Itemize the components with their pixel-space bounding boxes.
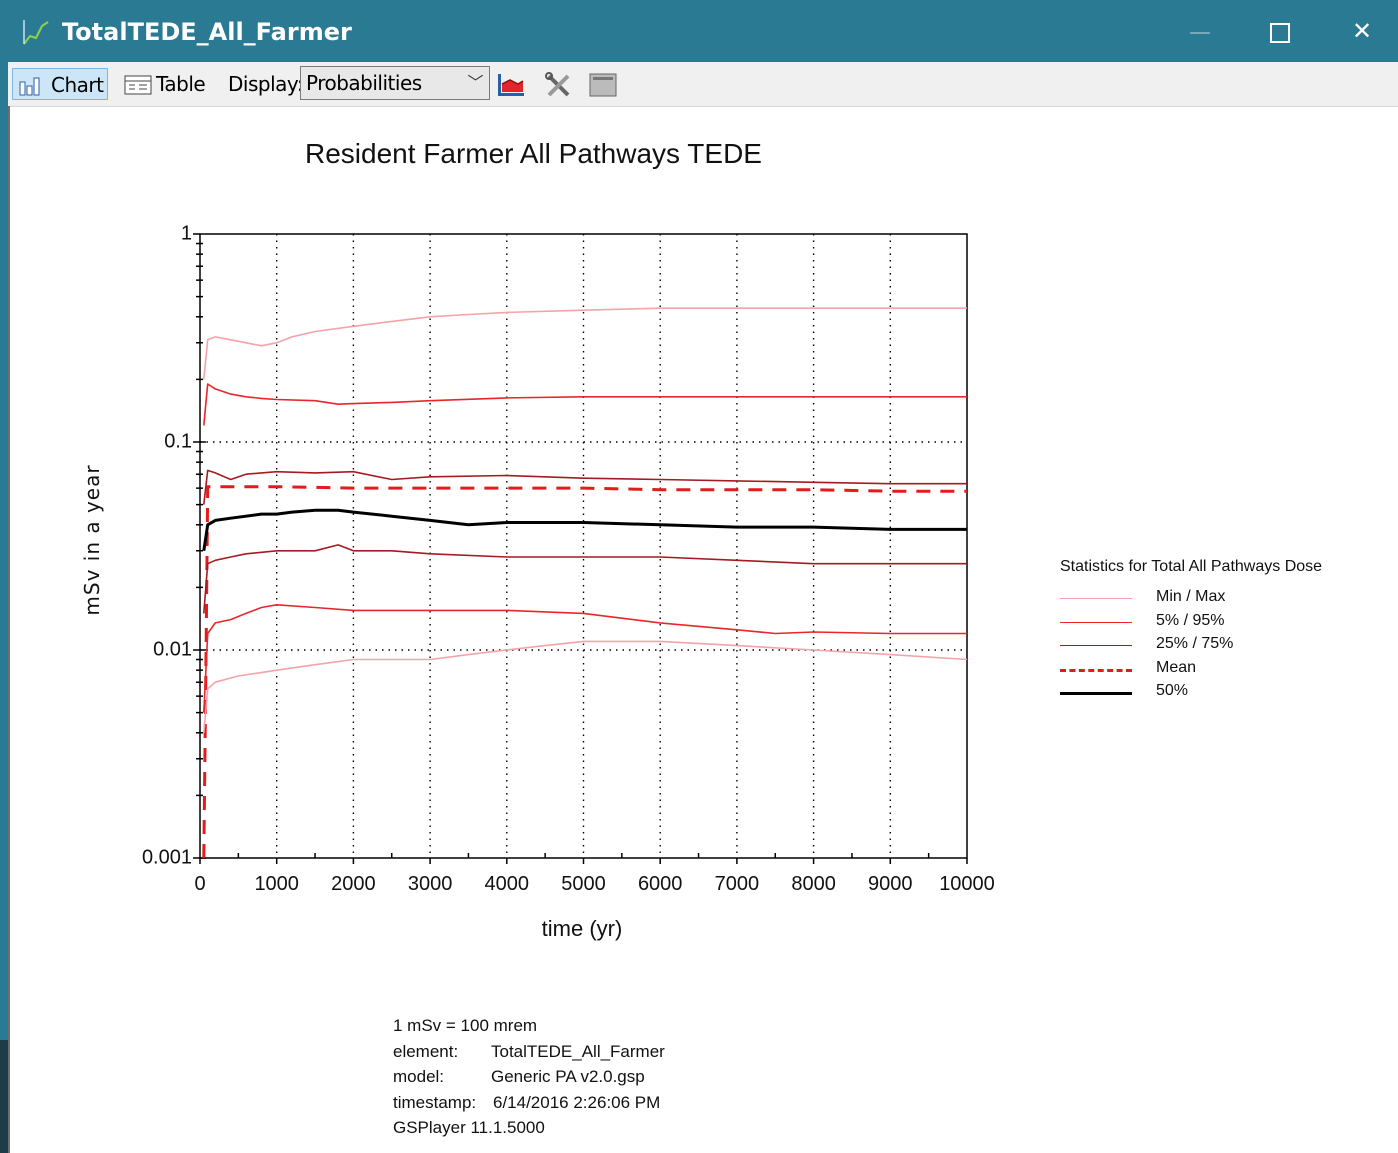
- x-tick-label: 4000: [484, 873, 530, 895]
- display-label: Display:: [228, 72, 304, 96]
- close-icon: ✕: [1351, 18, 1373, 45]
- chart-view-label: Chart: [51, 73, 104, 97]
- series-line-max: [203, 307, 967, 380]
- display-select[interactable]: Probabilities ﹀: [300, 66, 490, 100]
- chart-footer: 1 mSv = 100 mrem element: TotalTEDE_All_F…: [393, 1013, 665, 1141]
- timestamp-value: 6/14/2016 2:26:06 PM: [493, 1092, 661, 1112]
- maximize-icon: [1270, 22, 1290, 43]
- close-button[interactable]: ✕: [1332, 14, 1392, 50]
- legend-label: 50%: [1156, 682, 1189, 699]
- legend-label: 25% / 75%: [1156, 635, 1234, 652]
- maximize-button[interactable]: [1250, 14, 1310, 50]
- legend-label: Mean: [1156, 658, 1197, 676]
- tools-icon[interactable]: [544, 72, 574, 98]
- background-window-edge: [0, 1040, 10, 1153]
- series-line-mean: [202, 485, 967, 859]
- element-label: element:: [393, 1041, 459, 1061]
- table-icon: [124, 75, 152, 95]
- x-axis-label: time (yr): [541, 916, 623, 941]
- toolbar: Chart Table Display: Probabilities ﹀: [8, 62, 1398, 107]
- x-tick-label: 2000: [331, 873, 376, 895]
- legend-swatch: [1060, 621, 1132, 623]
- x-tick-label: 3000: [407, 873, 453, 895]
- model-value: Generic PA v2.0.gsp: [491, 1067, 645, 1086]
- legend-item: Min / Max: [1060, 588, 1360, 610]
- timestamp-row: timestamp: 6/14/2016 2:26:06 PM: [393, 1090, 665, 1116]
- y-tick-label: 1: [180, 222, 192, 245]
- content-border: [8, 106, 10, 1153]
- legend-swatch: [1060, 645, 1132, 646]
- model-label: model:: [393, 1067, 445, 1086]
- x-tick-label: 7000: [714, 873, 760, 895]
- legend-label: Min / Max: [1156, 588, 1226, 605]
- screen-icon[interactable]: [588, 72, 618, 98]
- series-line-min: [203, 640, 968, 733]
- legend-title: Statistics for Total All Pathways Dose: [1060, 558, 1323, 575]
- window-title: TotalTEDE_All_Farmer: [62, 18, 352, 46]
- x-tick-label: 5000: [561, 873, 606, 895]
- legend-item: 5% / 95%: [1060, 612, 1360, 634]
- timestamp-label: timestamp:: [393, 1092, 477, 1112]
- series-line-50-: [202, 508, 967, 552]
- legend-label: 5% / 95%: [1156, 611, 1225, 629]
- window-border: [0, 62, 8, 1153]
- chart-style-icon[interactable]: [496, 72, 526, 98]
- window-titlebar: TotalTEDE_All_Farmer ✕: [0, 0, 1398, 62]
- x-tick-label: 10000: [939, 873, 995, 895]
- model-row: model: Generic PA v2.0.gsp: [393, 1064, 665, 1090]
- app-chart-icon: [23, 20, 49, 45]
- chevron-down-icon: ﹀: [467, 73, 483, 92]
- series-line-75-: [203, 469, 967, 505]
- chart-icon: [19, 77, 40, 96]
- legend-item: 50%: [1060, 682, 1360, 704]
- legend-swatch: [1060, 598, 1132, 599]
- element-row: element: TotalTEDE_All_Farmer: [393, 1039, 665, 1065]
- series-line-95-: [203, 383, 967, 426]
- legend-swatch: [1060, 668, 1132, 672]
- y-tick-label: 0.1: [164, 430, 192, 453]
- display-select-value: Probabilities: [306, 71, 422, 95]
- x-tick-label: 0: [194, 873, 206, 895]
- legend-item: Mean: [1060, 659, 1360, 681]
- minimize-button[interactable]: [1170, 14, 1230, 50]
- table-view-label: Table: [156, 72, 206, 96]
- chart-title: Resident Farmer All Pathways TEDE: [305, 138, 762, 169]
- minimize-icon: [1190, 31, 1210, 34]
- legend-item: 25% / 75%: [1060, 635, 1360, 657]
- version-text: GSPlayer 11.1.5000: [393, 1118, 545, 1137]
- legend-swatch: [1060, 692, 1132, 695]
- unit-note: 1 mSv = 100 mrem: [393, 1016, 538, 1035]
- y-tick-label: 0.001: [141, 846, 192, 869]
- element-value: TotalTEDE_All_Farmer: [491, 1041, 665, 1061]
- table-view-button[interactable]: Table: [118, 68, 214, 100]
- x-tick-label: 9000: [868, 873, 913, 895]
- x-tick-label: 6000: [637, 873, 683, 895]
- series-line-5-: [203, 603, 967, 713]
- x-tick-label: 1000: [254, 873, 299, 895]
- x-tick-label: 8000: [791, 873, 836, 895]
- y-tick-label: 0.01: [153, 638, 192, 661]
- chart-view-button[interactable]: Chart: [12, 68, 108, 100]
- series-line-25-: [203, 544, 967, 614]
